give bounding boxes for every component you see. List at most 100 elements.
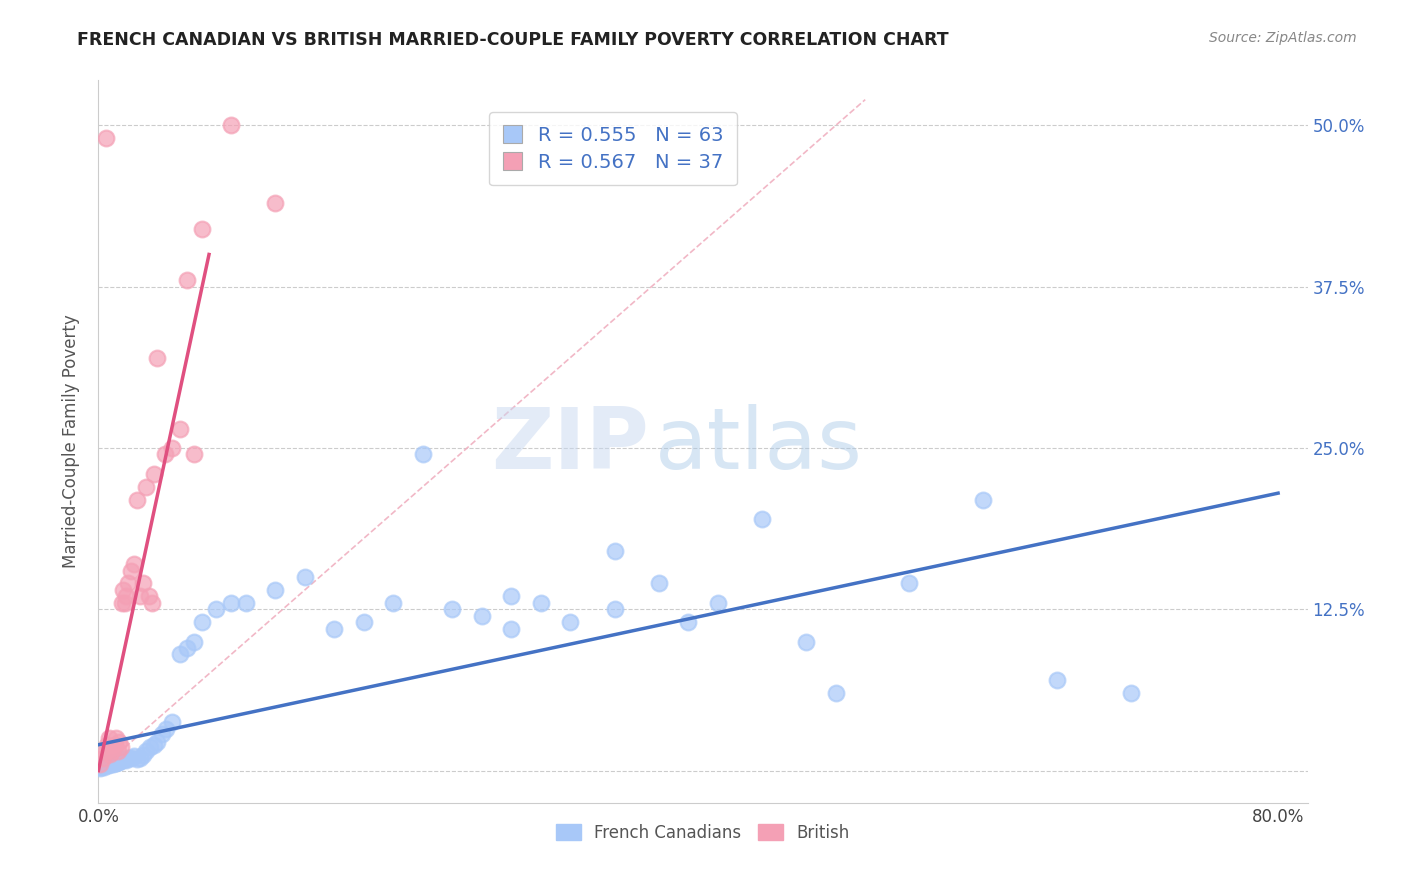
Point [150,727,173,741]
Point [125,752,148,766]
Point [678,615,700,630]
Point [353,615,375,630]
Point [143,738,166,752]
Point [264,195,287,210]
Point [135,480,157,494]
Point [89,757,111,772]
Point [110,753,132,767]
Point [648,576,671,591]
Point [96,738,118,752]
Point [94,744,117,758]
Point [176,273,198,287]
Point [94,757,117,772]
Point [107,744,129,758]
Point [94,131,117,145]
Point [751,512,773,526]
Point [135,744,157,758]
Point [108,735,131,749]
Point [111,753,134,767]
Point [120,750,142,764]
Point [111,596,134,610]
Text: ZIP: ZIP [491,404,648,487]
Point [98,757,121,772]
Point [131,747,153,762]
Point [90,760,112,774]
Point [100,756,122,770]
Point [97,731,120,746]
Point [112,752,135,766]
Point [138,590,160,604]
Point [108,755,131,769]
Point [219,596,242,610]
Point [101,757,124,772]
Point [114,596,136,610]
Point [141,596,163,610]
Point [706,596,728,610]
Point [89,761,111,775]
Point [603,544,626,558]
Point [101,740,124,755]
Point [115,753,138,767]
Point [96,758,118,772]
Point [155,723,177,737]
Point [235,596,257,610]
Point [160,714,183,729]
Point [139,740,162,755]
Point [1046,673,1069,688]
Point [160,441,183,455]
Legend: French Canadians, British: French Canadians, British [550,817,856,848]
Point [117,576,139,591]
Point [153,447,176,461]
Point [143,467,166,481]
Point [131,576,153,591]
Point [107,755,129,769]
Point [412,447,434,461]
Point [114,752,136,766]
Point [122,557,145,571]
Text: FRENCH CANADIAN VS BRITISH MARRIED-COUPLE FAMILY POVERTY CORRELATION CHART: FRENCH CANADIAN VS BRITISH MARRIED-COUPL… [77,31,949,49]
Point [146,351,169,365]
Point [824,686,846,700]
Point [169,648,191,662]
Point [112,582,135,597]
Point [104,756,127,770]
Point [176,640,198,655]
Point [898,576,921,591]
Point [105,756,128,770]
Point [97,758,120,772]
Point [146,735,169,749]
Point [294,570,316,584]
Point [219,119,242,133]
Point [1119,686,1142,700]
Point [382,596,405,610]
Point [110,740,132,755]
Point [205,602,228,616]
Point [471,608,494,623]
Point [128,590,150,604]
Point [501,590,523,604]
Point [91,758,114,772]
Point [100,744,122,758]
Point [183,447,205,461]
Point [603,602,626,616]
Point [264,582,287,597]
Text: atlas: atlas [655,404,863,487]
Point [128,750,150,764]
Point [104,738,127,752]
Point [190,615,212,630]
Text: Source: ZipAtlas.com: Source: ZipAtlas.com [1209,31,1357,45]
Point [122,749,145,764]
Point [98,747,121,761]
Point [120,564,142,578]
Point [125,492,148,507]
Point [117,750,139,764]
Point [91,750,114,764]
Point [115,590,138,604]
Point [169,422,191,436]
Point [530,596,553,610]
Point [93,760,115,774]
Point [105,731,128,746]
Point [183,634,205,648]
Point [323,622,346,636]
Point [972,492,994,507]
